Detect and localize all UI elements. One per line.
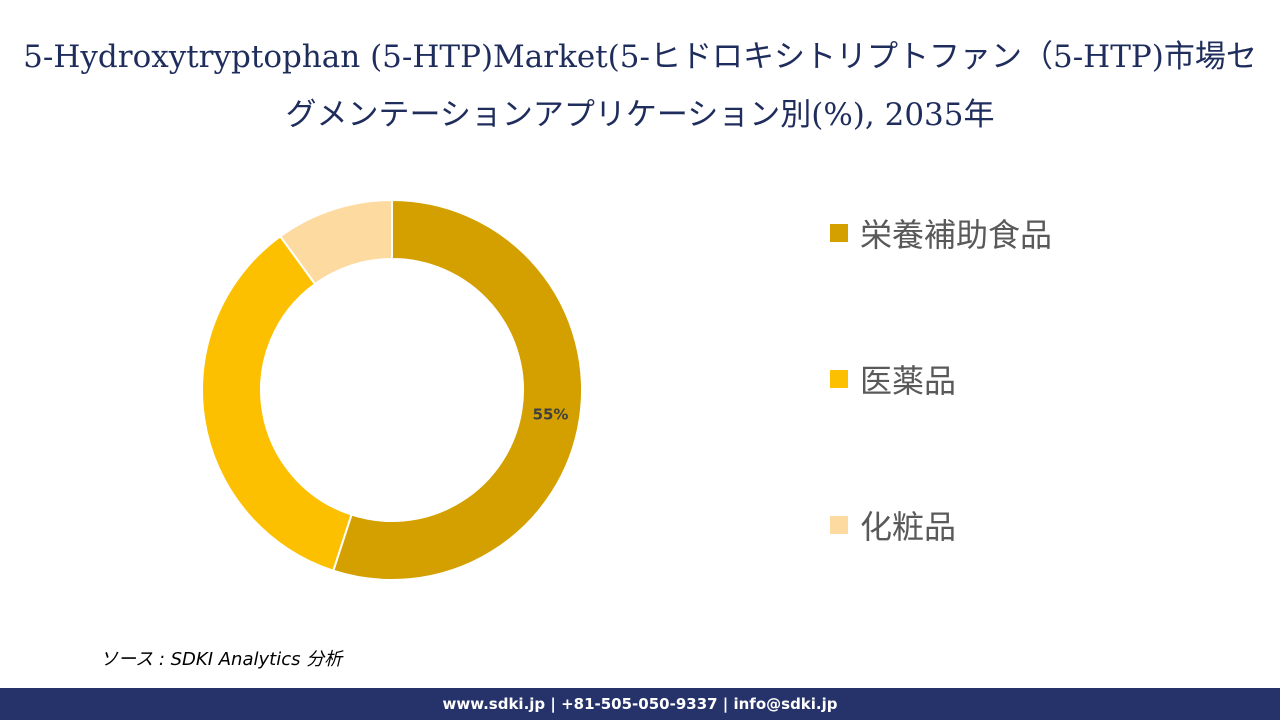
chart-title: 5-Hydroxytryptophan (5-HTP)Market(5-ヒドロキ… <box>23 39 1257 133</box>
legend-label: 栄養補助食品 <box>860 216 1053 254</box>
legend-swatch <box>830 370 848 388</box>
footer-bar: www.sdki.jp | +81-505-050-9337 | info@sd… <box>0 688 1280 720</box>
footer-contact: www.sdki.jp | +81-505-050-9337 | info@sd… <box>442 695 838 713</box>
donut-slice-1 <box>332 198 583 581</box>
data-label-1: 55% <box>533 406 569 424</box>
donut-slice-2 <box>201 234 353 572</box>
legend-label: 医薬品 <box>860 362 957 400</box>
legend: 栄養補助食品 医薬品 化粧品 <box>830 210 1052 648</box>
legend-swatch <box>830 516 848 534</box>
legend-item-dietary-supplements: 栄養補助食品 <box>830 210 1052 256</box>
legend-item-pharmaceuticals: 医薬品 <box>830 356 1052 402</box>
legend-label: 化粧品 <box>860 508 957 546</box>
donut-slice-3 <box>278 198 393 286</box>
legend-swatch <box>830 224 848 242</box>
source-note: ソース : SDKI Analytics 分析 <box>100 649 343 670</box>
donut-chart: 55% <box>201 198 583 581</box>
legend-item-cosmetics: 化粧品 <box>830 502 1052 548</box>
